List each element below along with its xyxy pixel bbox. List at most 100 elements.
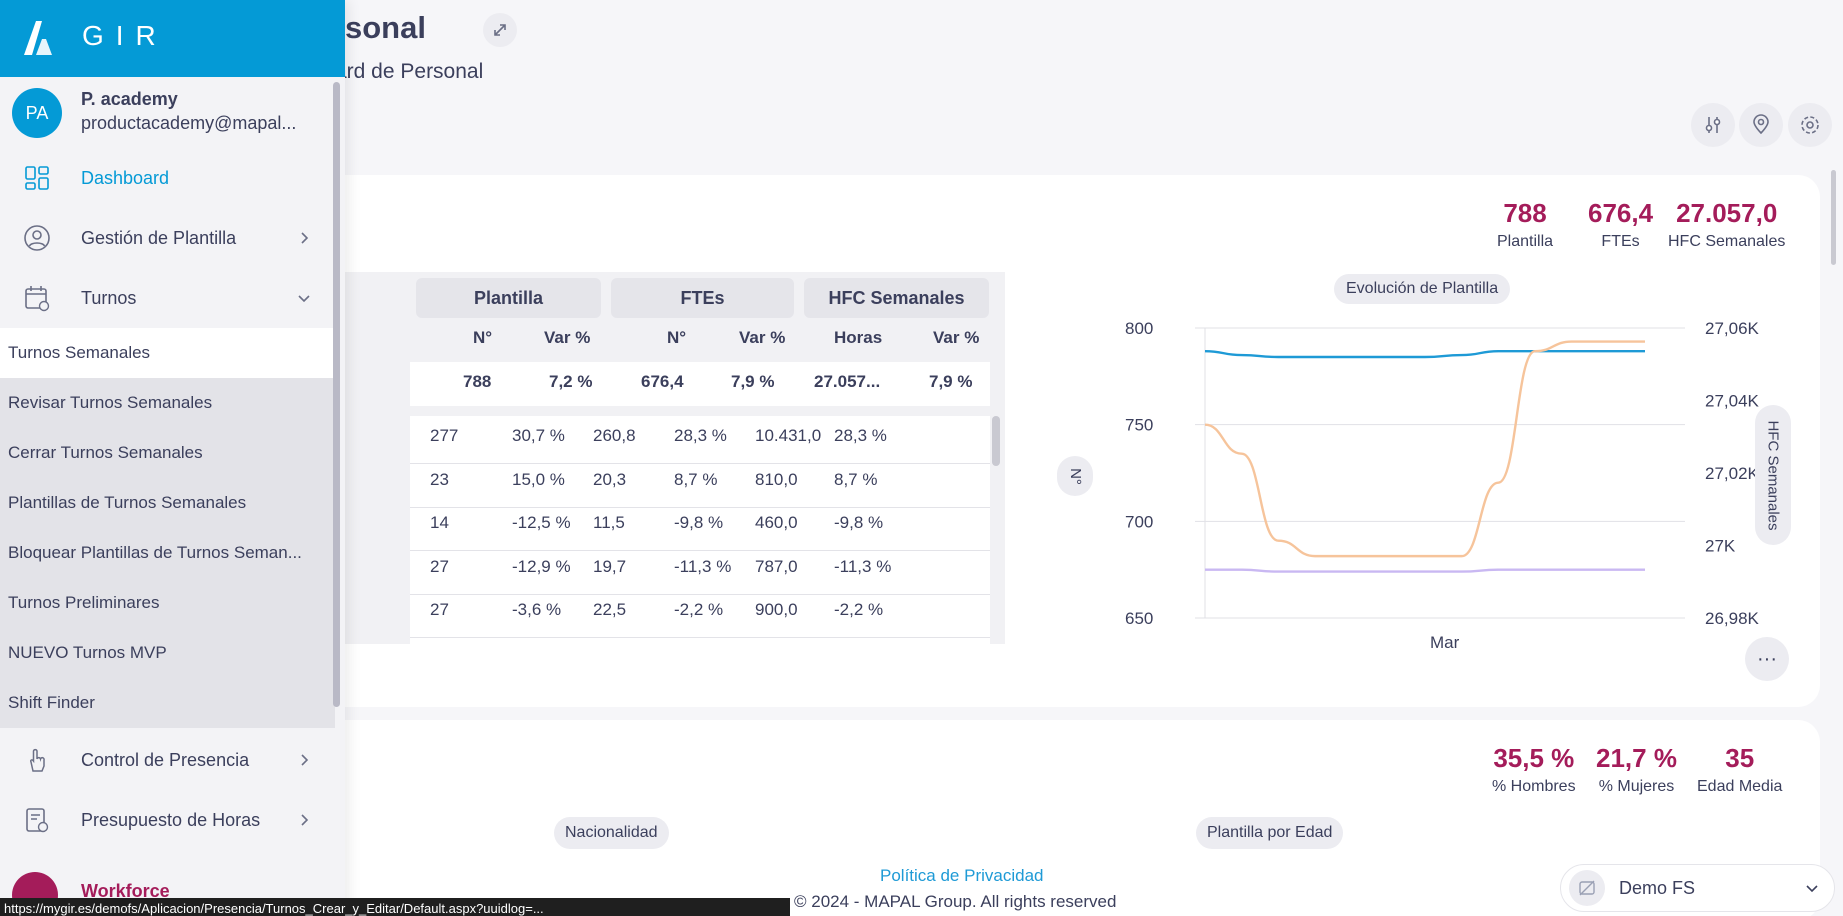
- sliders-icon: [1705, 117, 1721, 133]
- user-name: P. academy: [81, 89, 178, 109]
- table-cell: 8,7 %: [834, 469, 878, 489]
- staff-table: Plantilla FTEs HFC Semanales N° Var % N°…: [300, 272, 1005, 644]
- table-scrollbar[interactable]: [992, 416, 1000, 466]
- nav-gestion-plantilla[interactable]: Gestión de Plantilla: [0, 213, 335, 263]
- total-cell: 676,4: [641, 372, 684, 391]
- privacy-link[interactable]: Política de Privacidad: [880, 866, 1044, 885]
- nav-control-presencia[interactable]: Control de Presencia: [0, 735, 335, 785]
- demographics-card: [180, 720, 1820, 916]
- table-cell: 15,0 %: [512, 469, 565, 489]
- y-tick-label: 750: [1125, 416, 1153, 435]
- more-options-button[interactable]: ···: [1745, 637, 1789, 681]
- brand-name: GIR: [82, 20, 168, 51]
- table-cell: 20,3: [593, 469, 627, 489]
- nav-dashboard[interactable]: Dashboard: [0, 153, 335, 203]
- table-cell: -9,8 %: [834, 513, 884, 532]
- table-cell: 8,7 %: [674, 469, 718, 489]
- settings-button[interactable]: [1788, 103, 1832, 147]
- y2-tick-label: 26,98K: [1705, 609, 1760, 628]
- submenu-turnos-semanales[interactable]: Turnos Semanales: [0, 328, 335, 378]
- submenu-revisar-turnos[interactable]: Revisar Turnos Semanales: [8, 393, 213, 412]
- y-tick-label: 650: [1125, 609, 1153, 628]
- user-email: productacademy@mapal...: [81, 113, 297, 133]
- table-cell: 11,5: [593, 513, 625, 532]
- kpi-hombres: 35,5 %% Hombres: [1492, 743, 1576, 795]
- page-scrollbar[interactable]: [1831, 170, 1836, 265]
- table-cell: 28,3 %: [834, 426, 887, 445]
- total-cell: 7,2 %: [549, 372, 593, 391]
- y2-axis-label: HFC Semanales: [1755, 405, 1791, 545]
- table-cell: 22,5: [593, 600, 627, 619]
- y-axis-label: N°: [1057, 456, 1093, 496]
- turnos-submenu: Turnos Semanales Revisar Turnos Semanale…: [0, 328, 335, 728]
- x-tick-label: Mar: [1430, 633, 1460, 652]
- sidebar-scrollbar[interactable]: [333, 82, 340, 707]
- table-subheader: Var %: [739, 328, 786, 347]
- dashboard-icon: [22, 163, 52, 193]
- table-cell: 23: [430, 469, 449, 489]
- table-subheader: N°: [667, 328, 687, 347]
- submenu-turnos-preliminares[interactable]: Turnos Preliminares: [8, 593, 160, 612]
- ellipsis-icon: ···: [1757, 647, 1777, 670]
- company-selector[interactable]: Demo FS: [1560, 864, 1835, 912]
- submenu-shift-finder[interactable]: Shift Finder: [8, 693, 95, 712]
- total-cell: 7,9 %: [731, 372, 775, 391]
- y2-tick-label: 27K: [1705, 537, 1736, 556]
- sidebar-header: GIR: [0, 0, 345, 77]
- age-chart-title: Plantilla por Edad: [1196, 817, 1344, 849]
- avatar[interactable]: PA: [12, 88, 62, 138]
- kpi-hfc: 27.057,0 HFC Semanales: [1668, 198, 1786, 250]
- series-line-2: [1205, 568, 1645, 573]
- table-cell: 27: [430, 556, 449, 576]
- calendar-icon: [22, 283, 52, 313]
- user-icon: [22, 223, 52, 253]
- table-cell: -2,2 %: [834, 600, 884, 619]
- y2-tick-label: 27,02K: [1705, 464, 1760, 483]
- series-line-1: [1204, 340, 1645, 558]
- evolution-chart: 800 750 700 650 27,06K 27,04K 27,02K 27K 26,98K M…: [1125, 319, 1760, 652]
- nav-presupuesto-horas[interactable]: Presupuesto de Horas: [0, 795, 335, 845]
- submenu-plantillas-turnos[interactable]: Plantillas de Turnos Semanales: [8, 493, 247, 512]
- table-row-divider: [410, 463, 990, 464]
- table-cell: 19,7: [593, 556, 627, 576]
- table-group-header: Plantilla: [416, 278, 601, 318]
- table-cell: 10.431,0: [755, 426, 822, 445]
- submenu-bloquear-plantillas[interactable]: Bloquear Plantillas de Turnos Seman...: [8, 543, 302, 562]
- hand-pointer-icon: [22, 745, 52, 775]
- table-cell: 460,0: [755, 513, 798, 532]
- submenu-cerrar-turnos[interactable]: Cerrar Turnos Semanales: [8, 443, 203, 462]
- table-row-divider: [410, 593, 990, 595]
- table-row-divider: [410, 637, 990, 638]
- table-cell: -12,5 %: [512, 513, 571, 532]
- table-row-divider: [410, 550, 990, 551]
- nav-turnos[interactable]: Turnos: [0, 273, 335, 323]
- filter-button[interactable]: [1691, 103, 1735, 147]
- image-off-icon: [1569, 870, 1605, 906]
- expand-icon: [494, 24, 506, 36]
- map-pin-icon: [1753, 114, 1769, 135]
- table-cell: -9,8 %: [674, 513, 724, 532]
- kpi-mujeres: 21,7 %% Mujeres: [1596, 743, 1677, 795]
- table-group-header: HFC Semanales: [804, 278, 989, 318]
- table-row-divider: [410, 506, 990, 508]
- table-cell: 787,0: [755, 556, 798, 576]
- table-cell: -11,3 %: [674, 556, 732, 576]
- chart-title: Evolución de Plantilla: [1334, 274, 1511, 304]
- workforce-label[interactable]: Workforce: [81, 881, 170, 901]
- table-subheader: Horas: [834, 328, 883, 347]
- location-button[interactable]: [1739, 103, 1783, 147]
- table-body[interactable]: [410, 416, 990, 644]
- table-subheader: Var %: [544, 328, 591, 347]
- submenu-nuevo-turnos-mvp[interactable]: NUEVO Turnos MVP: [8, 643, 167, 662]
- chevron-down-icon: [1806, 885, 1818, 893]
- document-clock-icon: [22, 805, 52, 835]
- total-cell: 27.057...: [814, 372, 881, 391]
- chevron-right-icon: [301, 814, 309, 826]
- table-cell: -12,9 %: [512, 556, 571, 576]
- table-cell: 28,3 %: [674, 426, 727, 445]
- table-cell: 277: [430, 426, 459, 445]
- gear-icon: [1801, 116, 1819, 134]
- chevron-right-icon: [301, 754, 309, 766]
- expand-button[interactable]: [483, 13, 517, 47]
- y-tick-label: 700: [1125, 512, 1153, 531]
